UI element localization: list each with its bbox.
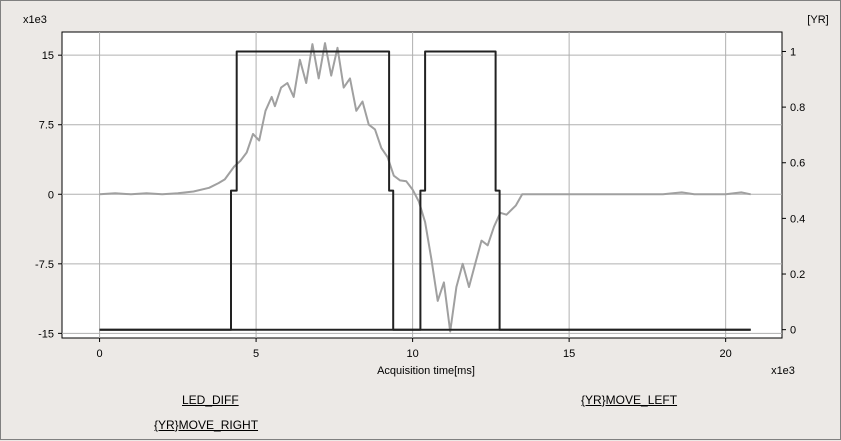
series-line-1: [99, 50, 751, 331]
y-left-tick-label: 15: [42, 50, 54, 62]
x-tick-label: 10: [406, 348, 418, 360]
series-line-0: [99, 42, 751, 333]
legend-item-led-diff[interactable]: LED_DIFF: [182, 393, 239, 407]
x-multiplier: x1e3: [771, 365, 795, 377]
x-tick-label: 15: [563, 348, 575, 360]
legend-item-move-left[interactable]: {YR}MOVE_LEFT: [581, 393, 678, 407]
legend-item-move-right[interactable]: {YR}MOVE_RIGHT: [154, 418, 259, 432]
x-axis-label: Acquisition time[ms]: [377, 365, 475, 377]
y-left-tick-label: 0: [48, 189, 54, 201]
y-left-multiplier: x1e3: [23, 14, 47, 26]
y-right-tick-label: 0.6: [790, 158, 805, 170]
y-right-tick-label: 0.4: [790, 213, 805, 225]
x-tick-label: 5: [253, 348, 259, 360]
x-tick-label: 20: [720, 348, 732, 360]
y-left-tick-label: -7.5: [35, 259, 54, 271]
plot-area: [61, 31, 783, 339]
y-left-tick-label: -15: [38, 328, 54, 340]
grid: [62, 32, 782, 338]
series-layer: [99, 42, 751, 333]
x-tick-label: 0: [97, 348, 103, 360]
y-left-tick-label: 7.5: [39, 120, 54, 132]
y-right-tick-label: 0: [790, 325, 796, 337]
y-right-tick-label: 1: [790, 46, 796, 58]
y-right-unit: [YR]: [807, 14, 828, 26]
y-right-tick-label: 0.8: [790, 102, 805, 114]
y-right-tick-label: 0.2: [790, 269, 805, 281]
series-line-2: [99, 50, 751, 331]
axes: 0 5 10 15 20 15 7.5 0 -7.5 -15 1 0.8 0.6 0.4 0.2 0: [35, 46, 805, 360]
